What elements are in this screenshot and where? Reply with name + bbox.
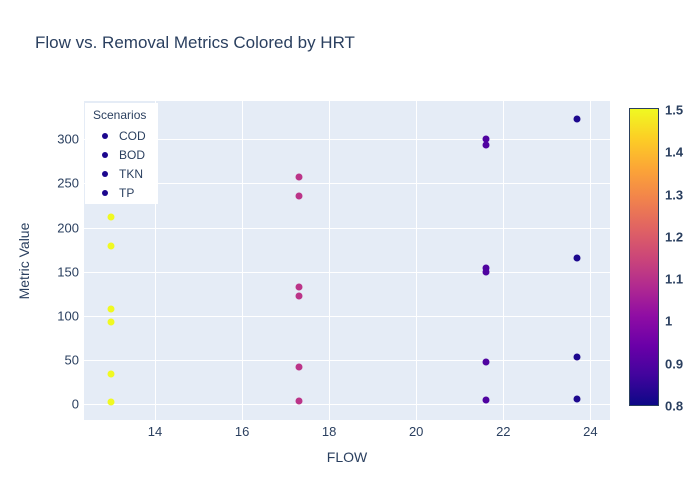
scatter-point[interactable] [573,353,581,361]
y-tick-label: 200 [57,220,79,235]
x-gridline [242,101,244,420]
y-gridline [84,271,610,273]
y-tick-label: 50 [64,352,79,368]
scatter-point[interactable] [295,173,303,181]
scatter-point[interactable] [573,115,581,123]
legend-item-bod[interactable]: BOD [93,145,158,164]
plot-area[interactable] [84,101,610,420]
y-tick-label: 300 [57,131,79,147]
legend: Scenarios COD BOD TKN TP [85,103,158,204]
legend-item-label: COD [119,128,146,143]
y-gridline [84,139,610,141]
colorbar-tick-label: 1.1 [665,271,684,287]
scatter-point[interactable] [295,283,303,291]
y-gridline [84,404,610,406]
y-gridline [84,315,610,317]
legend-marker-icon [102,189,108,196]
legend-item-tp[interactable]: TP [93,183,158,202]
scatter-point[interactable] [107,370,115,378]
scatter-point[interactable] [573,254,581,261]
x-gridline [590,101,592,420]
scatter-point[interactable] [295,397,303,405]
y-gridline [84,360,610,362]
scatter-point[interactable] [295,363,303,371]
legend-marker-icon [102,170,108,177]
y-tick-label: 0 [71,396,79,412]
y-tick-label: 250 [57,175,79,191]
y-tick-label: 100 [57,308,79,324]
colorbar-tick-label: 1.4 [665,144,684,160]
y-tick-label: 150 [57,264,79,280]
x-tick-label: 22 [496,424,511,439]
legend-items: COD BOD TKN TP [93,126,158,202]
scatter-point[interactable] [573,395,581,403]
scatter-point[interactable] [482,396,490,404]
scatter-point[interactable] [107,242,115,250]
scatter-point[interactable] [482,141,490,149]
scatter-point[interactable] [107,305,115,313]
colorbar-tick-label: 0.9 [665,356,684,372]
x-tick-label: 14 [147,424,163,439]
scatter-point[interactable] [295,292,303,300]
scatter-point[interactable] [107,213,115,221]
y-gridline [84,183,610,185]
x-gridline [503,101,505,420]
legend-item-label: BOD [119,147,146,162]
y-axis-title: Metric Value [16,222,32,300]
x-tick-label: 16 [234,424,250,439]
colorbar [629,108,659,406]
scatter-point[interactable] [107,318,115,326]
scatter-point[interactable] [107,398,115,406]
legend-item-cod[interactable]: COD [93,126,158,145]
chart-title: Flow vs. Removal Metrics Colored by HRT [35,33,355,52]
x-gridline [329,101,331,420]
y-gridline [84,227,610,229]
colorbar-tick-label: 1.2 [665,229,684,245]
legend-marker-icon [102,132,108,139]
scatter-point[interactable] [482,135,490,143]
x-gridline [416,101,418,420]
x-tick-label: 18 [321,424,337,439]
colorbar-tick-label: 0.8 [665,398,684,414]
x-tick-label: 20 [408,424,424,439]
scatter-point[interactable] [482,264,490,272]
x-gridline [155,101,156,420]
legend-item-label: TKN [119,166,143,181]
legend-item-tkn[interactable]: TKN [93,164,158,183]
colorbar-tick-label: 1.3 [665,187,684,203]
legend-title: Scenarios [93,108,147,122]
x-axis-title: FLOW [326,449,368,465]
x-tick-label: 24 [583,424,598,439]
colorbar-tick-label: 1 [665,313,673,329]
legend-item-label: TP [119,185,135,200]
scatter-point[interactable] [482,358,490,366]
colorbar-tick-label: 1.5 [665,102,684,118]
scatter-point[interactable] [295,192,303,200]
scatter-point[interactable] [482,268,490,276]
legend-marker-icon [102,151,108,158]
